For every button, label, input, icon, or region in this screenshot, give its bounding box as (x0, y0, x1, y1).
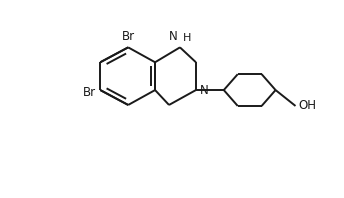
Text: H: H (183, 33, 191, 43)
Text: N: N (169, 30, 178, 43)
Text: OH: OH (299, 99, 316, 112)
Text: N: N (200, 84, 209, 97)
Text: Br: Br (83, 86, 96, 99)
Text: Br: Br (122, 30, 135, 43)
